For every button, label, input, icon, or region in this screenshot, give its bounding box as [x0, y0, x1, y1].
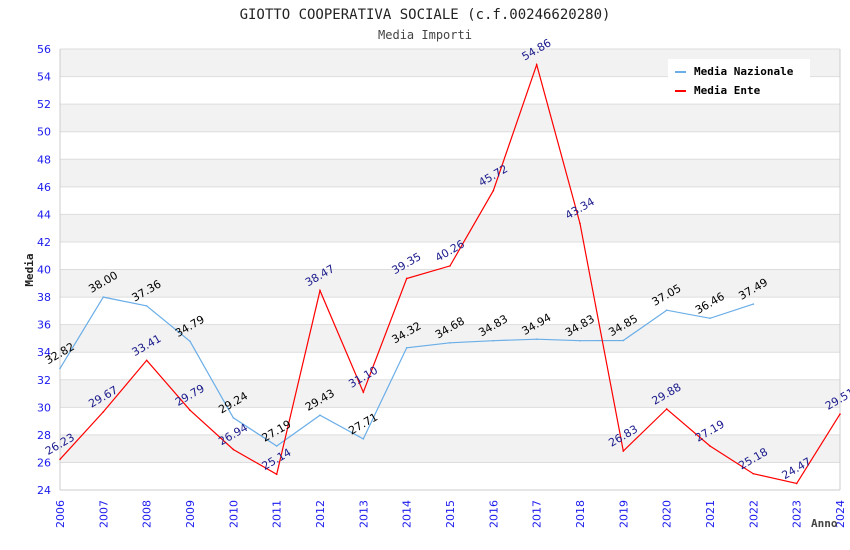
data-point [665, 309, 668, 311]
series-line-media-nazionale [59, 296, 754, 447]
data-point [145, 305, 148, 307]
y-tick-label: 48 [37, 153, 51, 166]
data-point [59, 458, 61, 461]
y-tick-label: 50 [37, 126, 51, 139]
data-point [492, 189, 495, 192]
y-tick-label: 32 [37, 374, 51, 387]
grid-band [60, 214, 840, 242]
x-tick-label: 2008 [141, 500, 154, 528]
y-tick-label: 56 [37, 43, 51, 56]
x-tick-label: 2020 [661, 500, 674, 528]
data-point [59, 367, 61, 370]
data-point [795, 482, 798, 485]
legend-label-media-nazionale: Media Nazionale [694, 65, 794, 78]
data-point [752, 303, 755, 305]
data-point [232, 448, 235, 451]
data-point [579, 339, 581, 342]
data-point [232, 416, 235, 419]
x-tick-label: 2015 [444, 500, 457, 528]
grid-band [60, 269, 840, 298]
data-point [579, 222, 581, 225]
y-tick-label: 34 [37, 346, 51, 359]
x-tick-label: 2013 [357, 500, 370, 528]
data-point [622, 339, 625, 342]
data-point [665, 408, 668, 410]
y-tick-label: 46 [37, 181, 51, 194]
legend-label-media-ente: Media Ente [694, 84, 761, 97]
data-point [405, 346, 408, 349]
data-point [319, 414, 321, 416]
grid-bands [60, 49, 840, 463]
data-point [709, 317, 711, 320]
chart-title: GIOTTO COOPERATIVA SOCIALE (c.f.00246620… [240, 7, 611, 23]
data-point [189, 340, 191, 343]
data-point [102, 296, 105, 298]
data-point [145, 359, 148, 362]
y-tick-label: 52 [37, 98, 51, 111]
y-tick-label: 30 [37, 401, 51, 414]
y-tick-label: 40 [37, 264, 51, 277]
data-point [449, 342, 451, 344]
x-tick-label: 2023 [791, 500, 804, 528]
y-axis-label: Media [23, 253, 36, 286]
data-point [449, 265, 451, 267]
y-tick-labels: 24 26 28 30 32 34 36 38 40 42 44 46 48 50 52 54 56 [37, 43, 51, 497]
data-point [362, 438, 365, 440]
grid-band [60, 434, 840, 463]
y-tick-label: 54 [37, 71, 51, 84]
data-point [319, 289, 321, 292]
y-tick-label: 42 [37, 236, 51, 249]
x-tick-label: 2017 [531, 500, 544, 528]
grid-band [60, 159, 840, 187]
series-group [59, 62, 841, 485]
legend: Media Nazionale Media Ente [668, 59, 810, 101]
y-tick-label: 28 [37, 429, 51, 442]
y-tick-label: 44 [37, 208, 51, 221]
data-point [535, 63, 538, 66]
y-tick-label: 24 [37, 484, 51, 497]
chart-subtitle: Media Importi [378, 28, 472, 42]
x-tick-label: 2024 [834, 500, 847, 528]
data-point [752, 472, 755, 475]
data-point [275, 445, 278, 447]
x-tick-label: 2006 [54, 500, 67, 528]
x-tick-label: 2016 [487, 500, 500, 528]
data-point [405, 277, 408, 280]
x-tick-label: 2022 [747, 500, 760, 528]
grid-band [60, 104, 840, 132]
x-axis-label: Anno [811, 517, 838, 530]
grid-band [60, 379, 840, 408]
data-point [492, 339, 495, 342]
data-point [362, 391, 365, 393]
y-tick-label: 38 [37, 291, 51, 304]
legend-background [668, 59, 810, 101]
grid-band [60, 324, 840, 353]
data-point [839, 413, 841, 415]
y-tick-label: 26 [37, 456, 51, 469]
x-tick-label: 2009 [184, 500, 197, 528]
data-point [535, 338, 538, 341]
x-tick-label: 2019 [617, 500, 630, 528]
data-point [622, 450, 625, 452]
data-point [709, 445, 711, 447]
data-point [102, 411, 105, 413]
x-tick-label: 2018 [574, 500, 587, 528]
data-point [275, 473, 278, 476]
data-point [189, 409, 191, 412]
y-tick-label: 36 [37, 319, 51, 332]
x-tick-label: 2011 [271, 500, 284, 528]
x-tick-label: 2010 [227, 500, 240, 528]
x-tick-label: 2014 [401, 500, 414, 528]
x-tick-label: 2012 [314, 500, 327, 528]
x-tick-labels: 2006 2007 2008 2009 2010 2011 2012 2013 2014 2015… [54, 500, 847, 528]
data-label: 27.71 [346, 410, 380, 437]
x-tick-label: 2007 [97, 500, 110, 528]
x-tick-label: 2021 [704, 500, 717, 528]
